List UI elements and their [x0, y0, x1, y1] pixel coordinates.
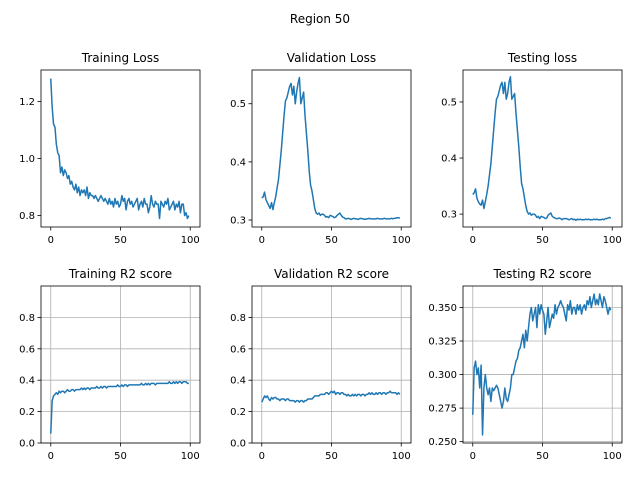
- y-tick-label: 0.8: [230, 313, 246, 324]
- figure-title: Region 50: [290, 12, 350, 26]
- y-tick-label: 0.0: [19, 439, 35, 450]
- x-tick-label: 0: [259, 451, 265, 462]
- x-tick-label: 0: [470, 451, 476, 462]
- x-tick-label: 50: [114, 451, 127, 462]
- y-tick-label: 0.4: [19, 376, 35, 387]
- y-tick-label: 0.5: [441, 97, 457, 108]
- y-tick-label: 0.300: [428, 370, 457, 381]
- y-tick-label: 0.325: [428, 337, 457, 348]
- series-line-1: [50, 381, 189, 434]
- y-tick-label: 0.350: [428, 303, 457, 314]
- x-tick-label: 50: [325, 451, 338, 462]
- x-tick-label: 100: [181, 451, 200, 462]
- x-tick-label: 50: [536, 451, 549, 462]
- y-tick-label: 0.2: [230, 407, 246, 418]
- y-tick-label: 0.0: [230, 439, 246, 450]
- y-tick-label: 0.4: [441, 154, 457, 165]
- y-tick-label: 0.6: [19, 344, 35, 355]
- subplot-1: 0 50 100 0.8 1.0 1.2 Training Loss: [19, 51, 201, 246]
- x-tick-label: 0: [470, 235, 476, 246]
- y-tick-label: 0.5: [230, 99, 246, 110]
- x-tick-label: 100: [603, 235, 622, 246]
- x-tick-label: 0: [259, 235, 265, 246]
- x-tick-label: 50: [536, 235, 549, 246]
- y-tick-label: 0.3: [230, 216, 246, 227]
- series-line-1: [50, 78, 190, 220]
- y-tick-label: 0.2: [19, 407, 35, 418]
- y-tick-label: 0.250: [428, 437, 457, 448]
- y-tick-label: 0.275: [428, 404, 457, 415]
- panel-title: Testing R2 score: [492, 267, 591, 281]
- subplot-2: 0 50 100 0.3 0.4 0.5 Validation Loss: [230, 51, 412, 246]
- x-tick-label: 0: [48, 235, 54, 246]
- series-line-1: [472, 75, 612, 222]
- x-tick-label: 50: [325, 235, 338, 246]
- y-tick-label: 0.8: [19, 313, 35, 324]
- x-tick-label: 100: [603, 451, 622, 462]
- subplot-3: 0 50 100 0.3 0.4 0.5 Testing loss: [441, 51, 623, 246]
- y-tick-label: 0.6: [230, 344, 246, 355]
- panel-title: Training R2 score: [68, 267, 172, 281]
- subplot-4: 0 50 100 0.0 0.2 0.4 0.6 0.8 Training R2 score: [19, 267, 201, 462]
- panel-title: Testing loss: [507, 51, 577, 65]
- series-line-1: [261, 390, 401, 403]
- subplot-grid: 0 50 100 0.8 1.0 1.2 Training Loss 0 50 100 0.3 0.4…: [19, 51, 623, 462]
- y-tick-label: 1.2: [19, 97, 35, 108]
- subplot-5: 0 50 100 0.0 0.2 0.4 0.6 0.8 Validation R2 score: [230, 267, 412, 462]
- x-tick-label: 100: [392, 235, 411, 246]
- y-tick-label: 0.3: [441, 210, 457, 221]
- panel-title: Validation R2 score: [274, 267, 389, 281]
- y-tick-label: 0.4: [230, 376, 246, 387]
- panel-title: Validation Loss: [287, 51, 376, 65]
- panel-title: Training Loss: [81, 51, 159, 65]
- x-tick-label: 0: [48, 451, 54, 462]
- subplot-6: 0 50 100 0.250 0.275 0.300 0.325 0.350 Testing R…: [428, 267, 623, 462]
- x-tick-label: 100: [392, 451, 411, 462]
- y-tick-label: 1.0: [19, 154, 35, 165]
- series-line-1: [261, 76, 401, 221]
- y-tick-label: 0.4: [230, 157, 246, 168]
- x-tick-label: 100: [181, 235, 200, 246]
- series-line-1: [472, 293, 612, 436]
- x-tick-label: 50: [114, 235, 127, 246]
- y-tick-label: 0.8: [19, 211, 35, 222]
